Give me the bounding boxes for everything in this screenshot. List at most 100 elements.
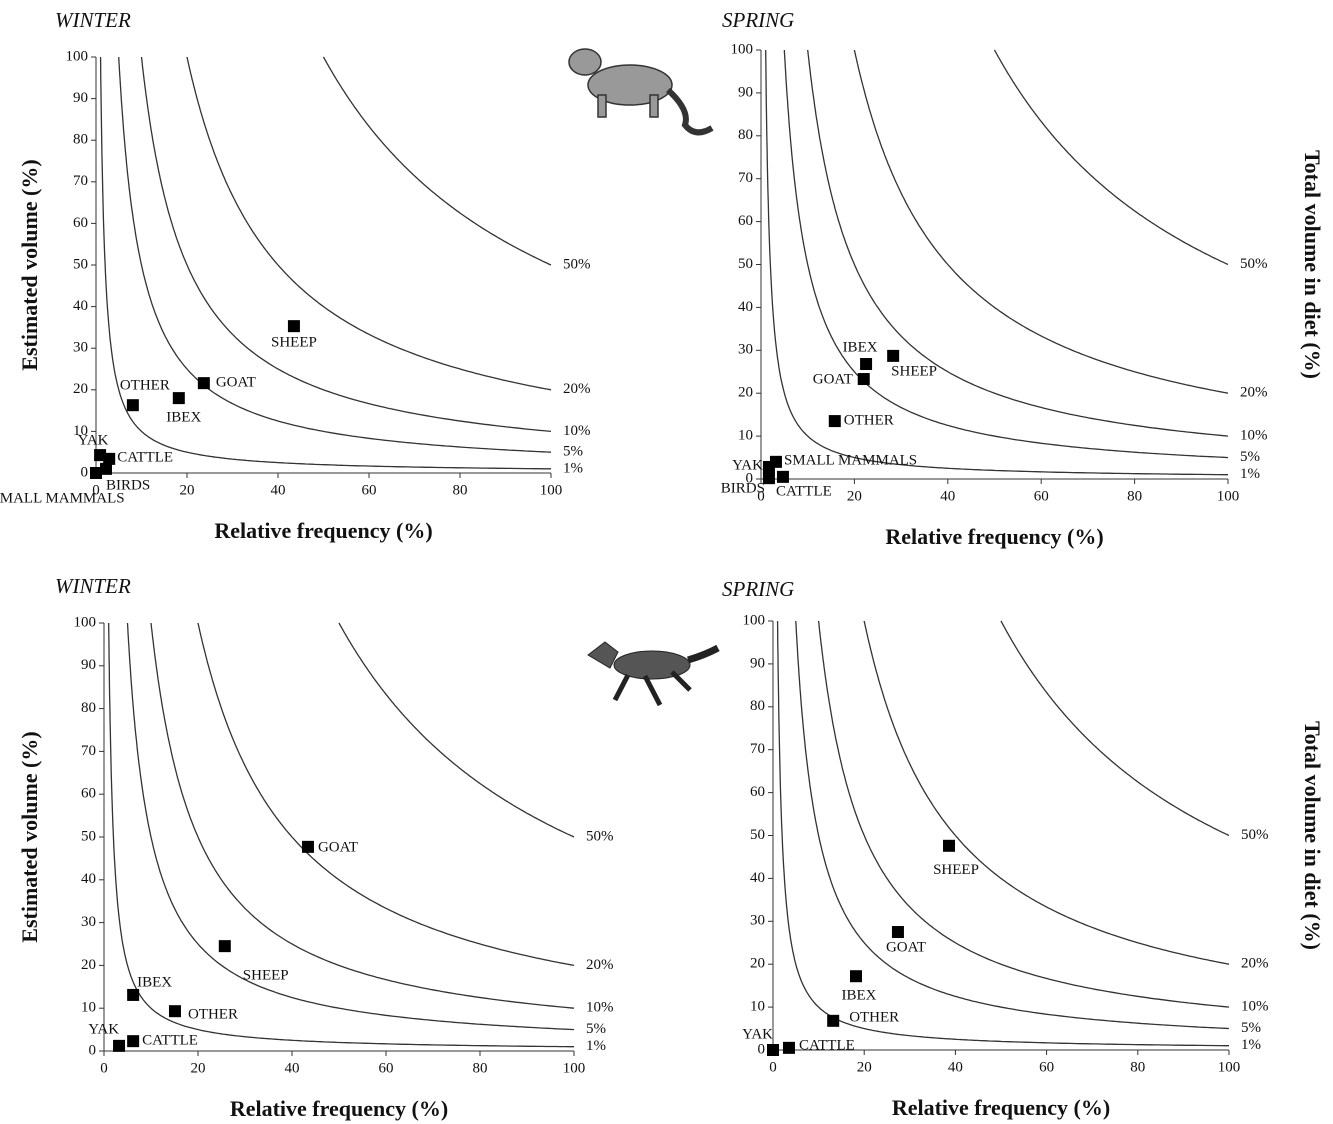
y-tick-label: 30 bbox=[738, 342, 753, 358]
data-point bbox=[127, 988, 140, 1001]
x-tick-label: 0 bbox=[100, 1060, 108, 1076]
data-point bbox=[943, 839, 956, 852]
isoline-label: 5% bbox=[586, 1021, 606, 1037]
isoline bbox=[186, 56, 552, 391]
point-label: CATTLE bbox=[142, 1033, 198, 1049]
x-axis-label: Relative frequency (%) bbox=[885, 524, 1103, 549]
panel-title: SPRING bbox=[722, 8, 794, 32]
data-point bbox=[126, 399, 139, 412]
isoline-label: 50% bbox=[1241, 827, 1269, 843]
data-point bbox=[172, 392, 185, 405]
isoline-axis-label: Total volume in diet (%) bbox=[1300, 721, 1325, 950]
isoline bbox=[765, 50, 1228, 476]
y-tick-label: 80 bbox=[73, 132, 88, 148]
y-tick-label: 20 bbox=[738, 385, 753, 401]
y-axis-label: Estimated volume (%) bbox=[17, 731, 42, 942]
data-point bbox=[287, 320, 300, 333]
isoline bbox=[118, 57, 552, 453]
isoline bbox=[150, 623, 575, 1009]
y-tick-label: 10 bbox=[81, 1000, 96, 1016]
x-tick-label: 60 bbox=[1034, 488, 1049, 504]
data-point bbox=[827, 1014, 840, 1027]
x-axis-label: Relative frequency (%) bbox=[214, 518, 432, 543]
point-label: SHEEP bbox=[243, 968, 289, 984]
data-point bbox=[776, 470, 789, 483]
x-tick-label: 20 bbox=[847, 488, 862, 504]
y-tick-label: 80 bbox=[81, 700, 96, 716]
x-tick-label: 20 bbox=[857, 1059, 872, 1075]
point-label: IBEX bbox=[841, 988, 876, 1004]
isoline bbox=[776, 621, 1229, 1047]
point-label: YAK bbox=[732, 457, 763, 473]
isoline-label: 10% bbox=[1240, 428, 1268, 444]
y-tick-label: 20 bbox=[750, 956, 765, 972]
isoline-label: 20% bbox=[563, 381, 591, 397]
y-tick-label: 20 bbox=[73, 381, 88, 397]
isoline-label: 5% bbox=[1240, 449, 1260, 465]
x-tick-label: 80 bbox=[1130, 1059, 1145, 1075]
point-label: CATTLE bbox=[799, 1037, 855, 1053]
y-tick-label: 100 bbox=[66, 48, 89, 64]
y-tick-label: 50 bbox=[81, 828, 96, 844]
x-tick-label: 60 bbox=[362, 482, 377, 498]
y-tick-label: 80 bbox=[750, 698, 765, 714]
x-tick-label: 20 bbox=[180, 482, 195, 498]
y-tick-label: 40 bbox=[81, 871, 96, 887]
isoline bbox=[108, 623, 574, 1048]
x-tick-label: 60 bbox=[1039, 1059, 1054, 1075]
x-tick-label: 100 bbox=[563, 1060, 586, 1076]
y-tick-label: 50 bbox=[738, 256, 753, 272]
isoline-label: 50% bbox=[586, 828, 614, 844]
y-tick-label: 100 bbox=[731, 41, 754, 57]
y-tick-label: 90 bbox=[73, 90, 88, 106]
y-tick-label: 30 bbox=[750, 913, 765, 929]
x-tick-label: 80 bbox=[473, 1060, 488, 1076]
data-point bbox=[94, 449, 107, 462]
data-point bbox=[762, 472, 775, 485]
point-label: YAK bbox=[88, 1021, 119, 1037]
isoline bbox=[863, 620, 1230, 965]
x-tick-label: 60 bbox=[379, 1060, 394, 1076]
x-tick-label: 40 bbox=[940, 488, 955, 504]
data-point bbox=[113, 1039, 126, 1052]
point-label: SHEEP bbox=[891, 363, 937, 379]
isoline-axis-label: Total volume in diet (%) bbox=[1300, 150, 1325, 379]
point-label: SMALL MAMMALS bbox=[784, 452, 917, 468]
y-tick-label: 70 bbox=[81, 743, 96, 759]
isoline-label: 1% bbox=[1240, 466, 1260, 482]
isoline bbox=[322, 56, 552, 266]
x-tick-label: 100 bbox=[1218, 1059, 1241, 1075]
data-point bbox=[769, 455, 782, 468]
y-tick-label: 0 bbox=[758, 1041, 766, 1057]
x-tick-label: 40 bbox=[948, 1059, 963, 1075]
point-label: SHEEP bbox=[933, 862, 979, 878]
y-tick-label: 30 bbox=[73, 340, 88, 356]
point-label: CATTLE bbox=[776, 483, 832, 499]
data-point bbox=[90, 467, 102, 479]
isoline-label: 20% bbox=[1240, 385, 1268, 401]
y-tick-label: 60 bbox=[738, 213, 753, 229]
point-label: GOAT bbox=[318, 839, 358, 855]
data-point bbox=[849, 970, 862, 983]
point-label: IBEX bbox=[843, 339, 878, 355]
y-tick-label: 70 bbox=[73, 173, 88, 189]
y-tick-label: 60 bbox=[73, 215, 88, 231]
isoline-label: 20% bbox=[586, 957, 614, 973]
y-tick-label: 70 bbox=[738, 170, 753, 186]
y-tick-label: 50 bbox=[73, 256, 88, 272]
x-tick-label: 20 bbox=[191, 1060, 206, 1076]
panel-title: SPRING bbox=[722, 577, 794, 601]
data-point bbox=[100, 462, 113, 475]
isoline bbox=[783, 50, 1229, 459]
y-tick-label: 40 bbox=[73, 298, 88, 314]
isoline bbox=[1000, 620, 1230, 837]
isoline bbox=[338, 622, 575, 838]
y-tick-label: 90 bbox=[81, 657, 96, 673]
point-label: SHEEP bbox=[271, 335, 317, 351]
point-label: OTHER bbox=[120, 378, 170, 394]
point-label: OTHER bbox=[849, 1009, 899, 1025]
y-tick-label: 60 bbox=[750, 784, 765, 800]
isoline-label: 1% bbox=[1241, 1037, 1261, 1053]
x-tick-label: 40 bbox=[285, 1060, 300, 1076]
